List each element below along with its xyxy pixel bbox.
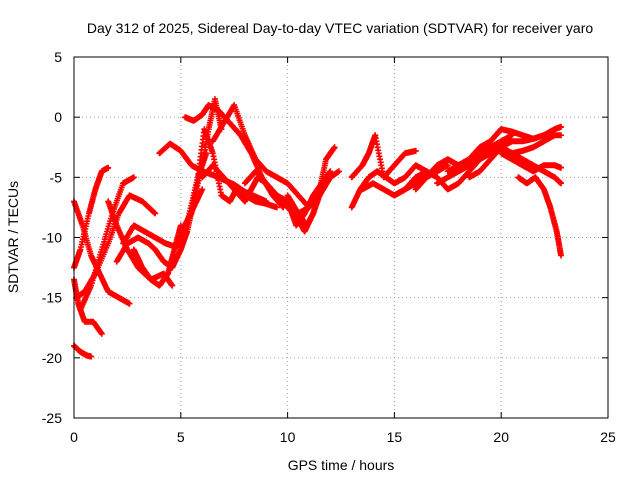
series-sat-f: [77, 174, 137, 313]
series-markers: [295, 168, 342, 217]
x-tick-label: 25: [600, 429, 616, 445]
y-axis-label: SDTVAR / TECUs: [5, 181, 21, 293]
y-tick-label: 5: [54, 49, 62, 65]
plot-frame: [73, 56, 609, 419]
x-tick-label: 15: [387, 429, 403, 445]
series-markers: [515, 174, 564, 259]
x-axis-label: GPS time / hours: [288, 457, 395, 473]
series-markers: [455, 123, 564, 175]
series-markers: [348, 132, 419, 181]
x-tick-label: 10: [280, 429, 296, 445]
series-sat-t: [295, 168, 342, 217]
y-tick-label: -5: [50, 169, 63, 185]
x-tick-label: 0: [70, 429, 78, 445]
y-tick-label: -25: [42, 410, 62, 426]
chart-title: Day 312 of 2025, Sidereal Day-to-day VTE…: [87, 20, 593, 36]
y-tick-label: 0: [54, 109, 62, 125]
series-markers: [498, 150, 564, 175]
y-tick-label: -15: [42, 290, 62, 306]
y-tick-label: -20: [42, 350, 62, 366]
series-sat-ab: [455, 123, 564, 175]
axis-ticks: 0 5 10 15 20 25 -25 -20 -15 -10 -5 0 5: [42, 49, 616, 445]
series-markers: [498, 132, 564, 157]
series-sat-ad: [498, 132, 564, 157]
y-tick-label: -10: [42, 230, 62, 246]
series-sat-v: [348, 132, 419, 181]
series-markers: [77, 174, 137, 313]
data-series: [71, 96, 564, 360]
series-markers: [284, 144, 338, 229]
x-tick-label: 20: [493, 429, 509, 445]
series-sat-s: [284, 144, 338, 229]
series-sat-ae: [515, 174, 564, 259]
series-markers: [209, 102, 312, 211]
series-sat-af: [498, 150, 564, 175]
series-sat-p: [209, 102, 312, 211]
series-sat-j: [130, 222, 184, 289]
series-markers: [130, 222, 184, 289]
x-tick-label: 5: [177, 429, 185, 445]
